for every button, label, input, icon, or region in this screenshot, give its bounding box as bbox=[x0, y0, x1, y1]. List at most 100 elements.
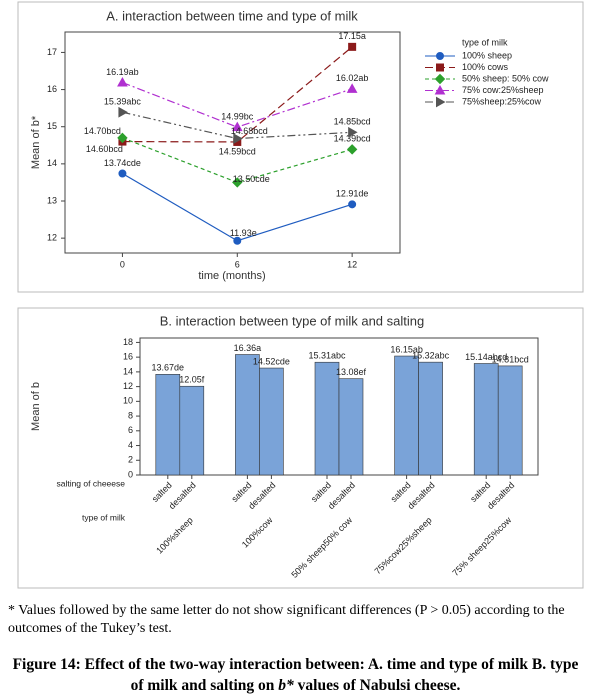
y-tick-label: 12 bbox=[47, 233, 57, 243]
figure: A. interaction between time and type of … bbox=[17, 1, 584, 589]
data-label: 14.85bcd bbox=[334, 117, 371, 127]
marker bbox=[117, 132, 128, 144]
data-label: 14.39bcd bbox=[334, 134, 371, 144]
chart-title: A. interaction between time and type of … bbox=[106, 8, 358, 23]
row-label: salting of cheeese bbox=[56, 478, 125, 488]
chart-title: B. interaction between type of milk and … bbox=[160, 313, 424, 328]
x-tick-label: 12 bbox=[347, 259, 357, 269]
caption-symbol: b* bbox=[278, 677, 294, 694]
panel-b-border bbox=[17, 307, 584, 589]
data-label: 14.81bcd bbox=[492, 354, 529, 364]
group-label: 50% sheep50% cow bbox=[289, 515, 354, 580]
plot-area bbox=[64, 31, 401, 254]
legend-label: 75%sheep:25%cow bbox=[462, 96, 542, 106]
bar bbox=[497, 365, 523, 476]
group-label: 100%sheep bbox=[154, 515, 195, 556]
bar bbox=[235, 354, 260, 476]
legend-marker bbox=[434, 84, 446, 95]
marker bbox=[231, 121, 243, 132]
legend-label: 75% cow:25%sheep bbox=[462, 85, 544, 95]
marker bbox=[346, 144, 358, 155]
legend-marker bbox=[434, 73, 446, 85]
y-tick-label: 0 bbox=[128, 469, 133, 479]
y-tick-label: 10 bbox=[123, 396, 133, 406]
group-label: 75%cow25%sheep bbox=[372, 515, 433, 576]
y-tick-label: 16 bbox=[123, 352, 133, 362]
x-axis-title: time (months) bbox=[198, 270, 265, 282]
y-tick-label: 4 bbox=[128, 440, 133, 450]
data-label: 14.60bcd bbox=[86, 144, 123, 154]
y-tick-label: 14 bbox=[123, 366, 133, 376]
data-label: 16.15ab bbox=[390, 344, 423, 354]
data-label: 16.02ab bbox=[336, 73, 369, 83]
data-label: 15.31abc bbox=[308, 351, 346, 361]
data-label: 14.70bcd bbox=[84, 126, 121, 136]
y-axis-title: Mean of b* bbox=[30, 115, 42, 169]
y-tick-label: 13 bbox=[47, 195, 57, 205]
legend-marker bbox=[436, 63, 444, 72]
y-tick-label: 14 bbox=[47, 158, 57, 168]
y-tick-label: 12 bbox=[123, 381, 133, 391]
data-label: 11.93e bbox=[230, 228, 257, 238]
data-label: 14.99bc bbox=[221, 111, 254, 121]
y-tick-label: 8 bbox=[128, 410, 133, 420]
marker bbox=[117, 76, 128, 87]
bar bbox=[155, 374, 181, 476]
data-label: 13.74cde bbox=[104, 158, 141, 168]
marker bbox=[118, 106, 128, 118]
bar bbox=[473, 363, 499, 476]
data-label: 16.19ab bbox=[106, 67, 139, 77]
data-label: 16.36a bbox=[234, 343, 262, 353]
legend-label: 50% sheep: 50% cow bbox=[462, 73, 549, 83]
marker bbox=[348, 126, 358, 138]
x-tick-label: 6 bbox=[235, 259, 240, 269]
legend-label: 100% sheep bbox=[462, 50, 512, 60]
marker bbox=[233, 236, 242, 245]
data-label: 14.52cde bbox=[253, 356, 290, 366]
marker bbox=[348, 42, 357, 51]
y-tick-label: 15 bbox=[47, 121, 57, 131]
data-label: 13.08ef bbox=[336, 367, 367, 377]
legend-title: type of milk bbox=[462, 37, 508, 47]
x-tick-label: 0 bbox=[120, 259, 125, 269]
group-label: 100%cow bbox=[240, 515, 275, 550]
marker bbox=[346, 83, 358, 93]
data-label: 15.39abc bbox=[104, 97, 142, 107]
marker bbox=[118, 169, 127, 178]
group-label: 75% sheep25%cow bbox=[450, 515, 513, 578]
bar bbox=[338, 378, 364, 476]
data-label: 13.50cde bbox=[233, 174, 270, 184]
legend-label: 100% cows bbox=[462, 62, 509, 72]
data-label: 14.59bcd bbox=[219, 146, 256, 156]
row-label: type of milk bbox=[82, 512, 126, 522]
bar bbox=[314, 361, 340, 476]
y-tick-label: 18 bbox=[123, 337, 133, 347]
bar bbox=[259, 367, 284, 476]
data-label: 15.14abcd bbox=[465, 352, 507, 362]
marker bbox=[348, 200, 357, 209]
bar bbox=[394, 355, 419, 476]
data-label: 14.68bcd bbox=[231, 126, 268, 136]
y-tick-label: 17 bbox=[47, 47, 57, 57]
caption-text: Figure 14: Effect of the two-way interac… bbox=[12, 656, 579, 694]
data-label: 13.67de bbox=[152, 363, 185, 373]
marker bbox=[233, 133, 243, 144]
legend-marker bbox=[436, 96, 446, 108]
data-label: 12.91de bbox=[336, 189, 369, 199]
data-label: 17.15a bbox=[338, 31, 366, 41]
bar bbox=[418, 361, 443, 476]
data-label: 15.32abc bbox=[412, 351, 450, 361]
y-tick-label: 6 bbox=[128, 425, 133, 435]
footnote: * Values followed by the same letter do … bbox=[8, 603, 565, 636]
y-axis-title: Mean of b bbox=[30, 382, 42, 431]
legend-marker bbox=[436, 52, 444, 60]
marker bbox=[232, 177, 243, 188]
panel-a-border bbox=[17, 1, 584, 293]
data-label: 12.05f bbox=[179, 375, 205, 385]
caption: Figure 14: Effect of the two-way interac… bbox=[8, 654, 583, 696]
caption-text: values of Nabulsi cheese. bbox=[293, 677, 461, 694]
y-tick-label: 16 bbox=[47, 84, 57, 94]
y-tick-label: 2 bbox=[128, 455, 133, 465]
bar bbox=[179, 385, 205, 476]
